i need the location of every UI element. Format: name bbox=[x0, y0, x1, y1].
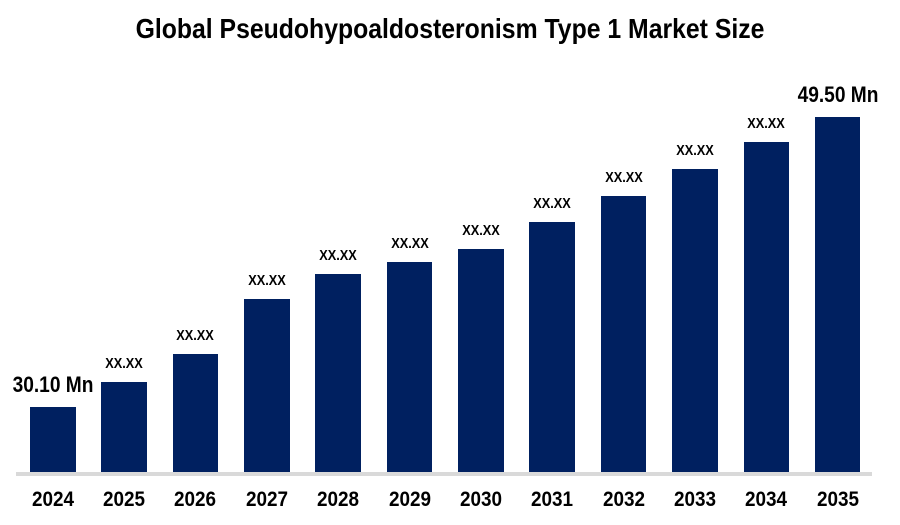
bar-year-label: 2029 bbox=[388, 488, 431, 511]
x-axis-line bbox=[16, 472, 872, 476]
bar-value-label: XX.XX bbox=[176, 326, 215, 344]
bar-value-label: XX.XX bbox=[462, 222, 500, 239]
bar-value-label: XX.XX bbox=[248, 272, 286, 290]
bar-year-label: 2031 bbox=[531, 488, 574, 511]
bar bbox=[529, 222, 575, 472]
bar-year-label: 2024 bbox=[31, 488, 74, 511]
bar bbox=[458, 249, 504, 472]
bar-year-label: 2033 bbox=[673, 488, 716, 511]
bar-year-label: 2035 bbox=[816, 488, 859, 511]
bar-year-label: 2034 bbox=[745, 488, 788, 511]
bar bbox=[172, 353, 219, 472]
bar-year-label: 2027 bbox=[245, 488, 288, 511]
bar bbox=[814, 117, 861, 472]
bar bbox=[30, 407, 76, 472]
bar-value-label: 49.50 Mn bbox=[797, 82, 879, 107]
bar bbox=[386, 262, 433, 472]
bar-value-label: XX.XX bbox=[604, 169, 643, 187]
bar-value-label: XX.XX bbox=[676, 142, 714, 160]
bar-value-label: 30.10 Mn bbox=[12, 371, 94, 397]
bar-year-label: 2026 bbox=[174, 488, 217, 511]
bar bbox=[315, 273, 361, 472]
bar bbox=[600, 196, 647, 472]
bar-value-label: XX.XX bbox=[747, 114, 786, 132]
bar-value-label: XX.XX bbox=[533, 195, 571, 213]
bar bbox=[101, 382, 147, 472]
bar bbox=[672, 169, 718, 472]
bar-year-label: 2030 bbox=[459, 488, 502, 511]
bar-value-label: XX.XX bbox=[319, 246, 357, 264]
bar-value-label: XX.XX bbox=[390, 235, 429, 252]
bar-value-label: XX.XX bbox=[105, 355, 143, 373]
bar-year-label: 2032 bbox=[602, 488, 645, 511]
bar-year-label: 2025 bbox=[103, 488, 146, 511]
bar bbox=[244, 299, 290, 472]
bar bbox=[743, 142, 789, 472]
bar-year-label: 2028 bbox=[317, 488, 360, 511]
chart-title: Global Pseudohypoaldosteronism Type 1 Ma… bbox=[135, 13, 765, 44]
